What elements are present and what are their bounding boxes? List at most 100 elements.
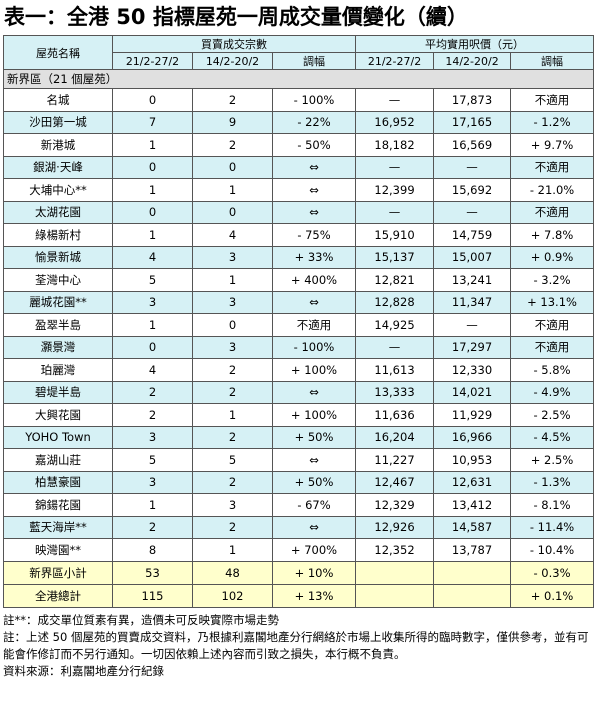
cell: + 700%	[271, 538, 357, 562]
cell: - 10.4%	[510, 538, 595, 562]
cell: 16,569	[433, 133, 512, 157]
cell: 2	[192, 133, 273, 157]
data-row: 綠楊新村 1 4- 75% 15,910 14,759 + 7.8%	[3, 223, 595, 247]
cell: 0	[112, 335, 193, 359]
cell: 不適用	[510, 88, 595, 112]
cell: 12,330	[433, 358, 512, 382]
note: 資料來源：利嘉閣地產分行紀錄	[3, 663, 164, 678]
estate-name: 灝景灣	[3, 335, 113, 359]
cell: - 11.4%	[510, 515, 595, 539]
cell: 2	[112, 403, 193, 427]
cell: 2	[192, 380, 273, 404]
data-row: 大埔中心** 1 1 ⇔ 12,399 15,692- 21.0%	[3, 178, 595, 202]
header-cell: 調幅	[510, 52, 595, 70]
header-row: 屋苑名稱 買賣成交宗數 平均實用呎價（元）	[3, 35, 595, 70]
data-row: 珀麗灣 4 2 + 100% 11,613 12,330- 5.8%	[3, 358, 595, 382]
cell: 0	[112, 88, 193, 112]
cell: - 75%	[271, 223, 357, 247]
data-row: 映灣園** 8 1 + 700% 12,352 13,787- 10.4%	[3, 538, 595, 562]
cell: - 2.5%	[510, 403, 595, 427]
cell: 2	[192, 88, 273, 112]
total-row: 新界區小計 53 48 + 10% - 0.3%	[3, 560, 595, 585]
cell: 15,137	[355, 245, 435, 269]
cell: 0	[192, 200, 273, 224]
cell: ⇔	[271, 178, 357, 202]
cell: —	[433, 200, 512, 224]
cell: - 22%	[271, 110, 357, 134]
cell: + 13.1%	[510, 290, 595, 314]
cell: 不適用	[510, 155, 595, 179]
cell: 2	[192, 470, 273, 494]
note: 註：上述 50 個屋苑的買賣成交資料，乃根據利嘉閣地產分行網絡於市場上收集所得的…	[3, 629, 589, 661]
cell: 14,925	[355, 313, 435, 337]
cell: + 0.1%	[510, 583, 595, 608]
cell: + 0.9%	[510, 245, 595, 269]
cell: + 2.5%	[510, 448, 595, 472]
data-row: 太湖花園 0 0 ⇔ — — 不適用	[3, 200, 595, 224]
cell: 5	[192, 448, 273, 472]
cell: - 100%	[271, 88, 357, 112]
cell: —	[355, 88, 435, 112]
cell: 9	[192, 110, 273, 134]
estate-name: 藍天海岸**	[3, 515, 113, 539]
cell: + 100%	[271, 358, 357, 382]
table-header: 屋苑名稱 買賣成交宗數 平均實用呎價（元） 21/2-27/2 14/2-20/2…	[3, 35, 595, 70]
note: 註**：成交單位質素有異，造價未可反映實際市場走勢	[3, 612, 279, 627]
estate-name: 銀湖‧天峰	[3, 155, 113, 179]
cell: - 67%	[271, 493, 357, 517]
header-cell: 屋苑名稱	[3, 35, 113, 70]
cell: 8	[112, 538, 193, 562]
cell: + 9.7%	[510, 133, 595, 157]
cell: + 7.8%	[510, 223, 595, 247]
cell: 14,021	[433, 380, 512, 404]
cell: 1	[192, 403, 273, 427]
cell: 1	[192, 268, 273, 292]
cell: - 21.0%	[510, 178, 595, 202]
section-row: 新界區（21 個屋苑）	[2, 69, 595, 89]
section-cell: 新界區（21 個屋苑）	[2, 69, 595, 89]
cell: 2	[192, 515, 273, 539]
cell: 10,953	[433, 448, 512, 472]
cell: 11,636	[355, 403, 435, 427]
cell: —	[433, 155, 512, 179]
cell: 1	[112, 313, 193, 337]
cell: 12,821	[355, 268, 435, 292]
cell: - 1.3%	[510, 470, 595, 494]
cell: 3	[192, 493, 273, 517]
estate-name: 新港城	[3, 133, 113, 157]
header-cell: 21/2-27/2	[112, 52, 193, 70]
data-row: 沙田第一城 7 9- 22% 16,952 17,165- 1.2%	[3, 110, 595, 134]
cell: ⇔	[271, 290, 357, 314]
cell: 1	[192, 178, 273, 202]
data-row: 碧堤半島 2 2 ⇔ 13,333 14,021- 4.9%	[3, 380, 595, 404]
header-cell: 14/2-20/2	[192, 52, 273, 70]
data-row: 藍天海岸** 2 2 ⇔ 12,926 14,587- 11.4%	[3, 515, 595, 539]
estate-name: 珀麗灣	[3, 358, 113, 382]
cell: 11,613	[355, 358, 435, 382]
cell: 13,241	[433, 268, 512, 292]
cell: 16,952	[355, 110, 435, 134]
cell: ⇔	[271, 448, 357, 472]
cell: 4	[112, 245, 193, 269]
cell: 0	[112, 200, 193, 224]
notes: 註**：成交單位質素有異，造價未可反映實際市場走勢註：上述 50 個屋苑的買賣成…	[3, 612, 593, 680]
cell: 3	[112, 470, 193, 494]
cell: 12,467	[355, 470, 435, 494]
cell: 11,929	[433, 403, 512, 427]
empty-cell	[433, 560, 512, 585]
cell: 0	[192, 155, 273, 179]
cell: 12,399	[355, 178, 435, 202]
cell: 17,873	[433, 88, 512, 112]
cell: 17,297	[433, 335, 512, 359]
cell: 2	[192, 358, 273, 382]
total-row: 全港總計 115 102 + 13% + 0.1%	[3, 583, 595, 608]
cell: 15,692	[433, 178, 512, 202]
total-name: 全港總計	[3, 583, 113, 608]
data-row: 銀湖‧天峰 0 0 ⇔ — — 不適用	[3, 155, 595, 179]
data-row: 名城 0 2- 100% —17,873 不適用	[3, 88, 595, 112]
cell: 0	[112, 155, 193, 179]
title: 表一：全港 50 指標屋苑一周成交量價變化（續）	[4, 5, 468, 29]
header-cell: 調幅	[271, 52, 357, 70]
estate-name: 柏慧豪園	[3, 470, 113, 494]
